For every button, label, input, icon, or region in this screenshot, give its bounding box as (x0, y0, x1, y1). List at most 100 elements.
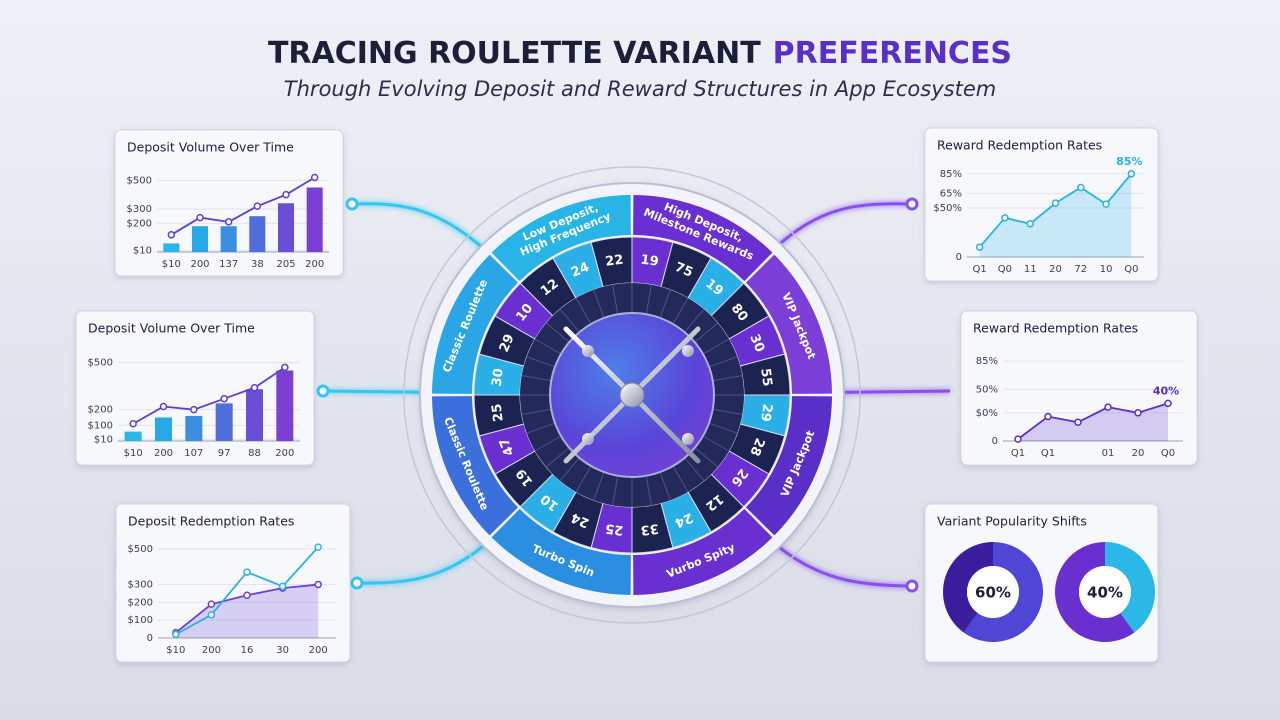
bar (185, 415, 203, 441)
spoke (612, 284, 619, 315)
number-label: 24 (672, 509, 694, 530)
donut-arc (1105, 542, 1155, 633)
roulette-wheel: Low Deposit,High Frequency High Deposit,M… (403, 166, 861, 624)
spoke (694, 322, 719, 343)
y-tick-label: 0 (992, 436, 998, 447)
number-label: 28 (746, 435, 767, 457)
y-tick-label: 65% (940, 188, 962, 199)
y-tick-label: $200 (127, 218, 152, 229)
point (167, 231, 176, 239)
y-tick-label: $10 (133, 246, 152, 257)
spoke (708, 356, 738, 368)
spoke (712, 408, 743, 415)
point (1051, 199, 1060, 207)
number-label: 25 (604, 520, 624, 537)
spoke (593, 289, 605, 319)
y-tick-label: $300 (127, 204, 152, 215)
x-tick-label: 20 (1049, 264, 1062, 275)
spoke (694, 447, 719, 468)
wheel-sector (633, 508, 773, 595)
x-tick-label: 137 (219, 259, 238, 270)
y-tick-label: $100 (88, 420, 113, 431)
y-tick-label: $10 (94, 434, 113, 445)
point (250, 383, 259, 392)
number-label: 19 (640, 253, 660, 270)
panel (115, 503, 351, 663)
point (1102, 200, 1110, 208)
spoke (575, 297, 592, 325)
donut-hole (1079, 566, 1131, 618)
x-tick-label: Q1 (1041, 448, 1055, 459)
spoke (659, 289, 671, 319)
chart-panel: Variant Popularity Shifts 60% 40% (924, 503, 1159, 663)
point (196, 213, 204, 222)
x-tick-label: 200 (275, 448, 294, 459)
wheel-halo (403, 166, 861, 624)
number-label: 29 (757, 403, 774, 423)
chart-title: Reward Redemption Rates (973, 321, 1138, 336)
spoke (559, 457, 580, 482)
point (1001, 214, 1009, 222)
panel (960, 310, 1198, 466)
line (170, 176, 316, 236)
number-label: 30 (746, 332, 767, 354)
donut-rest (942, 542, 993, 633)
value-label: 85% (1116, 155, 1142, 168)
x-tick-label: 200 (190, 259, 209, 270)
donut-hole (967, 566, 1019, 618)
spoke (684, 457, 705, 482)
y-tick-label: $0% (976, 408, 998, 419)
y-tick-label: $500 (127, 175, 152, 186)
spoke (526, 422, 556, 434)
point (1044, 412, 1052, 421)
connector-dot (905, 579, 919, 593)
point (314, 543, 322, 551)
spoke (593, 471, 605, 501)
chart-title: Deposit Redemption Rates (128, 514, 294, 529)
spoke (645, 284, 652, 315)
number-label: 33 (640, 520, 660, 537)
page-subtitle: Through Evolving Deposit and Reward Stru… (284, 77, 996, 101)
turret-knob (682, 345, 694, 357)
x-tick-label: 38 (251, 259, 264, 270)
chart-panel: Deposit Redemption Rates 0 $100 $200 $300 $50… (115, 503, 351, 663)
number-label: 24 (569, 260, 591, 281)
chart-title: Deposit Volume Over Time (127, 140, 294, 155)
chart-title: Variant Popularity Shifts (937, 514, 1087, 529)
x-tick-label: Q1 (973, 264, 987, 275)
x-tick-label: 72 (1074, 264, 1087, 275)
donut-arc (963, 542, 1043, 642)
chart-panels: Deposit Volume Over Time $10 $200 $300 $500 $… (75, 127, 1198, 663)
spoke (702, 338, 730, 355)
wheel-sector (491, 508, 631, 595)
point (282, 190, 290, 199)
bar (215, 403, 233, 441)
spoke (712, 375, 743, 382)
point (1164, 399, 1172, 408)
area (175, 584, 319, 638)
turret-knob (682, 433, 694, 445)
number-label: 25 (490, 403, 507, 423)
connector-dot (905, 197, 919, 211)
spoke (526, 356, 556, 368)
y-tick-label: $300 (128, 580, 153, 591)
wheel-sector (432, 396, 519, 536)
number-label: 75 (672, 260, 694, 281)
x-tick-label: 30 (276, 645, 289, 656)
bar (163, 243, 180, 252)
y-tick-label: $500 (128, 544, 153, 555)
turret-knob (582, 345, 594, 357)
y-tick-label: 85% (976, 356, 998, 367)
x-tick-label: 20 (1132, 448, 1145, 459)
x-tick-label: $10 (162, 259, 181, 270)
point (1077, 183, 1085, 192)
spoke (575, 465, 592, 493)
bar (277, 203, 295, 252)
bar (276, 370, 294, 441)
point (1104, 403, 1112, 411)
donut-label: 40% (1087, 584, 1123, 602)
y-tick-label: 0 (956, 252, 962, 263)
x-tick-label: 205 (276, 259, 295, 270)
spoke (708, 422, 738, 434)
